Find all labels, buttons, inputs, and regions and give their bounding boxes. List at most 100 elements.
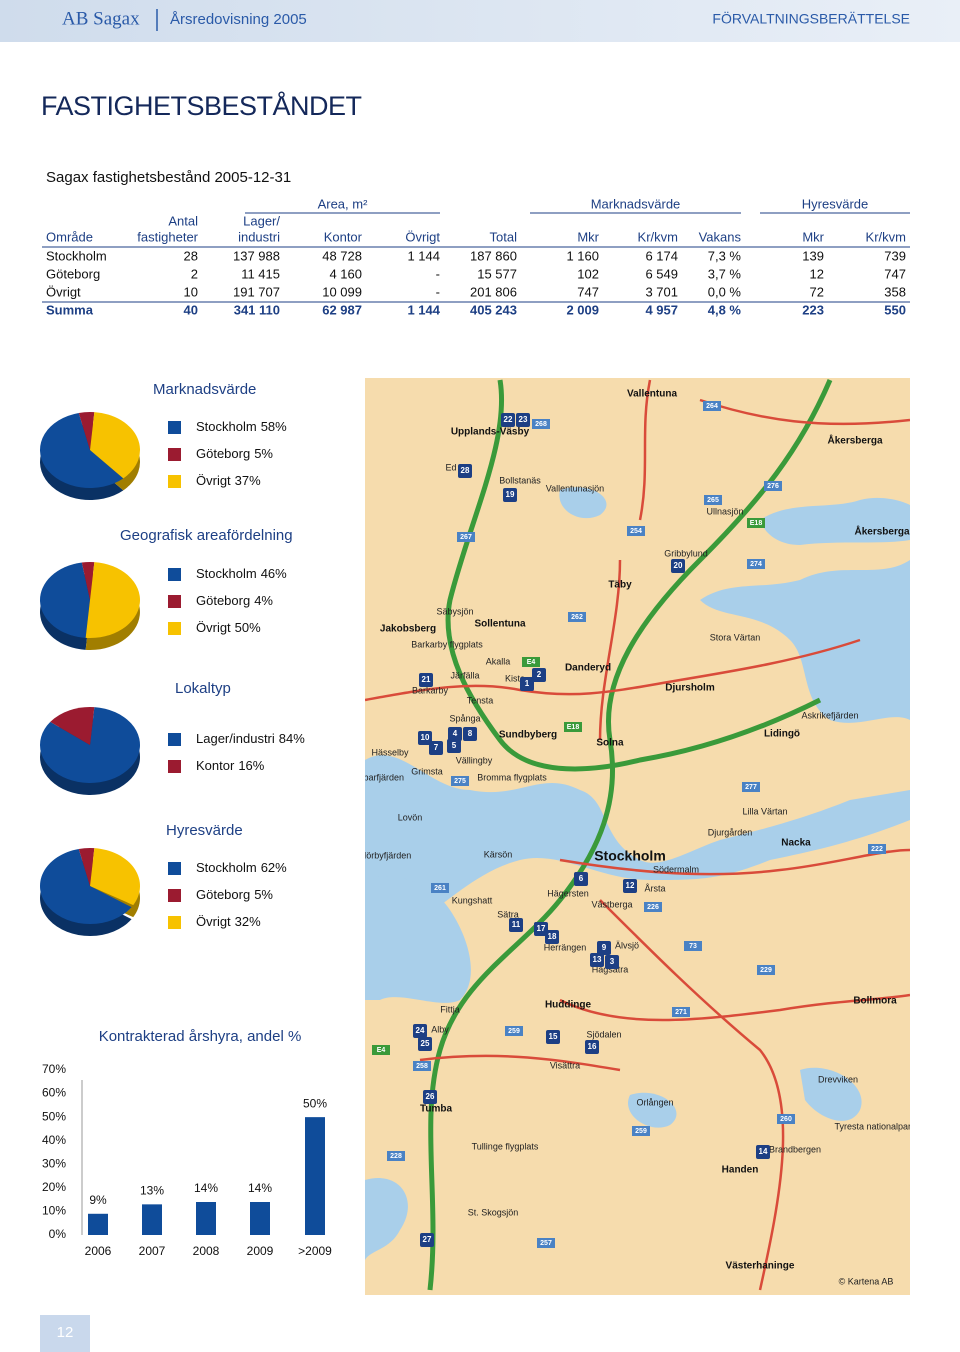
brand: AB Sagax bbox=[62, 8, 140, 29]
map-place: Fittja bbox=[440, 1004, 460, 1014]
legend-label: Göteborg 4% bbox=[196, 593, 273, 608]
y-tick-label: 0% bbox=[49, 1227, 67, 1241]
column-header: Antal bbox=[168, 213, 198, 228]
road-sign bbox=[505, 1026, 523, 1036]
road-sign bbox=[387, 1151, 405, 1161]
water bbox=[559, 487, 607, 519]
property-number: 3 bbox=[610, 957, 615, 966]
map-place: Kungshatt bbox=[452, 895, 493, 905]
property-marker bbox=[448, 727, 462, 741]
page-number: 12 bbox=[57, 1324, 74, 1341]
y-tick-label: 40% bbox=[42, 1133, 66, 1147]
y-tick-label: 60% bbox=[42, 1086, 66, 1100]
map-place: St. Skogsjön bbox=[468, 1207, 519, 1217]
legend-label: Övrigt 50% bbox=[196, 620, 261, 635]
property-marker bbox=[447, 739, 461, 753]
map-place: Tensta bbox=[467, 695, 494, 705]
property-marker bbox=[520, 677, 534, 691]
property-marker bbox=[623, 879, 637, 893]
legend-swatch bbox=[168, 760, 181, 773]
legend-name: Göteborg bbox=[196, 593, 250, 608]
map-place: Brandbergen bbox=[769, 1144, 821, 1154]
map-place: Vallentuna bbox=[627, 389, 677, 400]
map-place: Handen bbox=[722, 1165, 759, 1176]
road-number: 254 bbox=[630, 528, 642, 535]
column-header: Kontor bbox=[324, 229, 363, 244]
legend-swatch bbox=[168, 568, 181, 581]
legend-value: 62% bbox=[261, 860, 287, 875]
table-cell: 6 549 bbox=[645, 266, 678, 281]
table-cell: 10 bbox=[184, 284, 198, 299]
table-cell: 10 099 bbox=[322, 284, 362, 299]
property-marker bbox=[418, 1037, 432, 1051]
property-number: 22 bbox=[504, 415, 513, 424]
table-cell: 72 bbox=[810, 284, 824, 299]
legend-value: 5% bbox=[254, 887, 273, 902]
map-place: Ullnasjön bbox=[706, 506, 743, 516]
road-sign bbox=[451, 776, 469, 786]
table-cell: 2 bbox=[191, 266, 198, 281]
bar-chart-title: Kontrakterad årshyra, andel % bbox=[99, 1028, 302, 1045]
map-place: Spånga bbox=[449, 713, 480, 723]
legend-name: Kontor bbox=[196, 758, 235, 773]
road-number: 265 bbox=[707, 497, 719, 504]
property-marker bbox=[429, 741, 443, 755]
bar bbox=[196, 1202, 216, 1235]
map-place: Upplands-Väsby bbox=[451, 427, 530, 438]
map-place: Vällingby bbox=[456, 755, 493, 765]
property-marker bbox=[423, 1090, 437, 1104]
road-sign bbox=[413, 1061, 431, 1071]
road-number: E18 bbox=[750, 520, 763, 527]
road-number: 262 bbox=[571, 614, 583, 621]
legend-value: 5% bbox=[254, 446, 273, 461]
header-bar bbox=[0, 0, 960, 42]
table-cell: 48 728 bbox=[322, 248, 362, 263]
table-cell: 223 bbox=[802, 302, 824, 317]
road-number: 257 bbox=[540, 1240, 552, 1247]
road-sign bbox=[568, 612, 586, 622]
map-place: Djursholm bbox=[665, 683, 715, 694]
property-number: 6 bbox=[579, 874, 584, 883]
pie-slice bbox=[40, 412, 124, 488]
legend-label: Stockholm 62% bbox=[196, 860, 287, 875]
pie-slice bbox=[78, 412, 95, 450]
road-sign bbox=[742, 782, 760, 792]
legend-label: Stockholm 58% bbox=[196, 419, 287, 434]
legend-label: Övrigt 37% bbox=[196, 473, 261, 488]
table-cell: 2 009 bbox=[566, 302, 599, 317]
table-cell: 0,0 % bbox=[708, 284, 742, 299]
road-number: 275 bbox=[454, 778, 466, 785]
pie-slice bbox=[40, 848, 132, 924]
column-header: Övrigt bbox=[405, 229, 440, 244]
pie-title: Lokaltyp bbox=[175, 680, 231, 697]
property-marker bbox=[420, 1233, 434, 1247]
legend-name: Övrigt bbox=[196, 473, 231, 488]
road-number: E4 bbox=[377, 1047, 386, 1054]
table-cell: 1 160 bbox=[566, 248, 599, 263]
map-place: Nacka bbox=[781, 838, 811, 849]
property-marker bbox=[546, 1030, 560, 1044]
table-cell: Stockholm bbox=[46, 248, 107, 263]
map-place: Åkersberga bbox=[854, 525, 909, 538]
table-cell: 341 110 bbox=[234, 302, 280, 317]
bar-chart: Kontrakterad årshyra, andel % 0% 10% 20% 30… bbox=[42, 1028, 332, 1258]
road-number: 73 bbox=[689, 943, 697, 950]
map-place: © Kartena AB bbox=[839, 1276, 894, 1286]
table-caption: Sagax fastighetsbestånd 2005-12-31 bbox=[46, 169, 291, 186]
table-cell: Göteborg bbox=[46, 266, 100, 281]
legend-label: Stockholm 46% bbox=[196, 566, 287, 581]
property-number: 16 bbox=[588, 1042, 597, 1051]
table-cell: 4,8 % bbox=[708, 302, 742, 317]
table-cell: 747 bbox=[577, 284, 599, 299]
property-marker bbox=[503, 488, 517, 502]
legend-label: Göteborg 5% bbox=[196, 887, 273, 902]
map-place: Hässelby bbox=[371, 747, 409, 757]
water bbox=[700, 560, 910, 723]
bar bbox=[305, 1117, 325, 1235]
road-number: 276 bbox=[767, 483, 779, 490]
road-number: 268 bbox=[535, 421, 547, 428]
legend-label: Övrigt 32% bbox=[196, 914, 261, 929]
road-number: 261 bbox=[434, 885, 446, 892]
table-cell: 7,3 % bbox=[708, 248, 742, 263]
y-tick-label: 70% bbox=[42, 1062, 66, 1076]
